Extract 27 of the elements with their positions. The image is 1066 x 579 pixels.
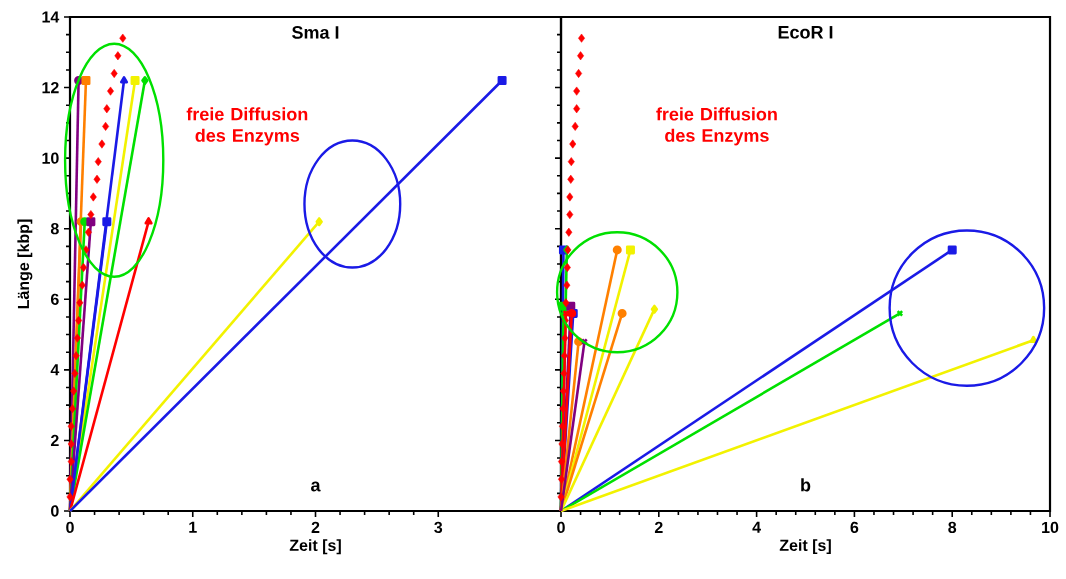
annotation: a xyxy=(311,481,321,492)
y-tick-label: 10 xyxy=(42,152,59,164)
annotation: b xyxy=(801,478,811,492)
x-axis-title: Zeit [s] xyxy=(289,539,341,555)
y-tick-label: 4 xyxy=(50,364,60,376)
chart-title: EcoR I xyxy=(778,26,833,39)
y-tick-label: 12 xyxy=(42,81,59,94)
x-axis-title: Zeit [s] xyxy=(779,539,831,555)
x-tick-label: 8 xyxy=(948,521,957,534)
text: freie Diffusion des Enzyms xyxy=(186,107,308,146)
x-tick-label: 10 xyxy=(1042,521,1059,534)
x-tick-label: 0 xyxy=(557,521,565,534)
x-tick-label: 4 xyxy=(752,521,761,533)
y-tick-label: 6 xyxy=(50,293,59,305)
x-tick-label: 6 xyxy=(850,521,859,534)
x-tick-label: 3 xyxy=(434,521,443,534)
x-tick-label: 1 xyxy=(189,521,197,533)
x-tick-label: 0 xyxy=(66,521,74,534)
y-tick-label: 0 xyxy=(51,505,59,517)
text: freie Diffusion des Enzyms xyxy=(656,107,777,146)
x-tick-label: 2 xyxy=(311,521,320,533)
x-tick-label: 2 xyxy=(654,521,663,533)
y-axis-title: Länge [kbp] xyxy=(17,219,33,309)
y-tick-label: 8 xyxy=(50,223,59,235)
y-tick-label: 2 xyxy=(50,434,59,447)
y-tick-label: 14 xyxy=(42,11,60,23)
chart-title: Sma I xyxy=(292,26,339,39)
